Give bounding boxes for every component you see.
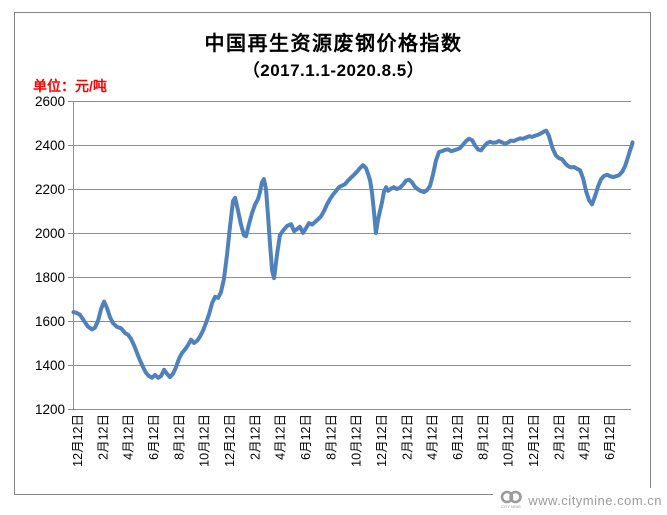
- watermark: CITY MINE www.citymine.com.cn: [493, 488, 664, 512]
- x-tick-label: 4月12日: [122, 414, 136, 460]
- x-tick-label: 2月12日: [400, 414, 414, 460]
- x-tick-label: 12月12日: [223, 414, 237, 467]
- x-tick-label: 6月12日: [147, 414, 161, 460]
- watermark-url: www.citymine.com.cn: [528, 492, 662, 508]
- x-tick-label: 2月12日: [248, 414, 262, 460]
- chart-subtitle: （2017.1.1-2020.8.5）: [242, 61, 425, 80]
- x-tick-label: 10月12日: [350, 414, 364, 467]
- y-tick-label: 1200: [35, 402, 65, 417]
- y-tick-label: 2400: [35, 138, 65, 153]
- y-tick-label: 1400: [35, 358, 65, 373]
- chart-title: 中国再生资源废钢价格指数: [204, 33, 463, 55]
- x-tick-label: 10月12日: [502, 414, 516, 467]
- y-axis-unit-label: 单位：元/吨: [33, 78, 107, 94]
- x-tick-label: 12月12日: [375, 414, 389, 467]
- citymine-logo-icon: CITY MINE: [500, 490, 523, 509]
- citymine-logo-caption: CITY MINE: [501, 504, 521, 509]
- x-tick-label: 2月12日: [552, 414, 566, 460]
- x-tick-label: 4月12日: [578, 414, 592, 460]
- chart-frame-border: [14, 12, 651, 495]
- y-tick-label: 2000: [35, 226, 65, 241]
- x-tick-label: 10月12日: [198, 414, 212, 467]
- x-tick-label: 8月12日: [324, 414, 338, 460]
- x-tick-label: 12月12日: [527, 414, 541, 467]
- y-tick-label: 1600: [35, 314, 65, 329]
- price-index-series-line: [71, 128, 635, 380]
- y-tick-label: 2200: [35, 182, 65, 197]
- y-tick-label: 1800: [35, 270, 65, 285]
- x-tick-label: 4月12日: [274, 414, 288, 460]
- x-tick-label: 12月12日: [71, 414, 85, 467]
- x-tick-label: 6月12日: [603, 414, 617, 460]
- x-tick-label: 8月12日: [172, 414, 186, 460]
- x-tick-label: 2月12日: [96, 414, 110, 460]
- x-tick-label: 6月12日: [451, 414, 465, 460]
- y-tick-label: 2600: [35, 94, 65, 109]
- x-tick-label: 8月12日: [476, 414, 490, 460]
- x-tick-label: 4月12日: [426, 414, 440, 460]
- x-tick-label: 6月12日: [299, 414, 313, 460]
